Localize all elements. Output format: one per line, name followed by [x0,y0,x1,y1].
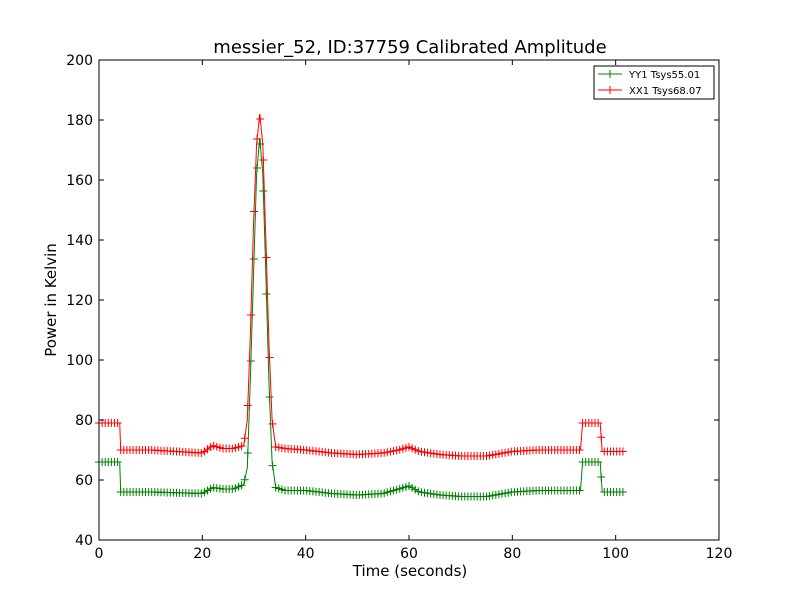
data-point [113,458,122,466]
data-point [250,207,258,216]
data-point [268,419,277,428]
data-point [262,290,271,298]
data-point [246,357,255,365]
data-point [246,311,255,319]
x-tick-label: 0 [95,546,104,562]
legend-marker [606,86,614,94]
data-point [575,486,584,495]
data-point [594,458,603,466]
y-tick-label: 80 [75,413,93,429]
y-tick-label: 40 [75,533,93,549]
legend-box [593,65,715,100]
legend: YY1 Tsys55.01 XX1 Tsys68.07 [593,65,715,100]
data-point [243,449,252,457]
legend-marker [606,70,614,78]
data-point [618,488,627,496]
plot-frame [99,60,719,540]
data-point [259,156,268,164]
y-tick-label: 160 [66,173,93,189]
data-point [256,115,265,123]
chart-title: messier_52, ID:37759 Calibrated Amplitud… [213,37,606,58]
plot-area: 0 20 40 60 80 100 120 40 60 80 100 120 140 160 180 200 [66,53,732,562]
y-axis-label: Power in Kelvin [42,243,60,357]
y-tick-label: 60 [75,473,93,489]
data-point [262,253,271,262]
data-point [253,164,262,172]
data-point [259,187,268,195]
data-point [240,434,249,443]
data-point [237,481,246,490]
series-0 [95,137,627,501]
y-tick-label: 100 [66,353,93,369]
series-layer [95,113,627,501]
data-point [250,255,258,263]
x-tick-label: 100 [602,546,629,562]
series-1 [95,113,627,460]
data-point [240,475,249,484]
data-point [268,461,277,470]
x-tick-label: 60 [400,546,418,562]
y-tick-label: 120 [66,293,93,309]
data-point [253,135,262,143]
data-point [243,401,252,410]
data-point [618,447,627,456]
data-point [597,433,606,442]
data-point [575,446,584,454]
axis-ticks: 0 20 40 60 80 100 120 40 60 80 100 120 140 160 180 200 [66,53,732,562]
data-point [597,473,606,481]
legend-label: YY1 Tsys55.01 [628,70,700,81]
y-tick-label: 140 [66,233,93,249]
data-point [265,353,274,362]
x-axis-label: Time (seconds) [352,562,468,580]
x-tick-label: 40 [297,546,315,562]
data-point [265,393,274,401]
y-tick-label: 200 [66,53,93,69]
x-tick-label: 80 [503,546,521,562]
data-point [594,419,603,427]
x-tick-label: 20 [193,546,211,562]
x-tick-label: 120 [706,546,733,562]
data-point [113,419,122,427]
legend-label: XX1 Tsys68.07 [629,86,702,97]
y-tick-label: 180 [66,113,93,129]
data-point [237,442,246,451]
